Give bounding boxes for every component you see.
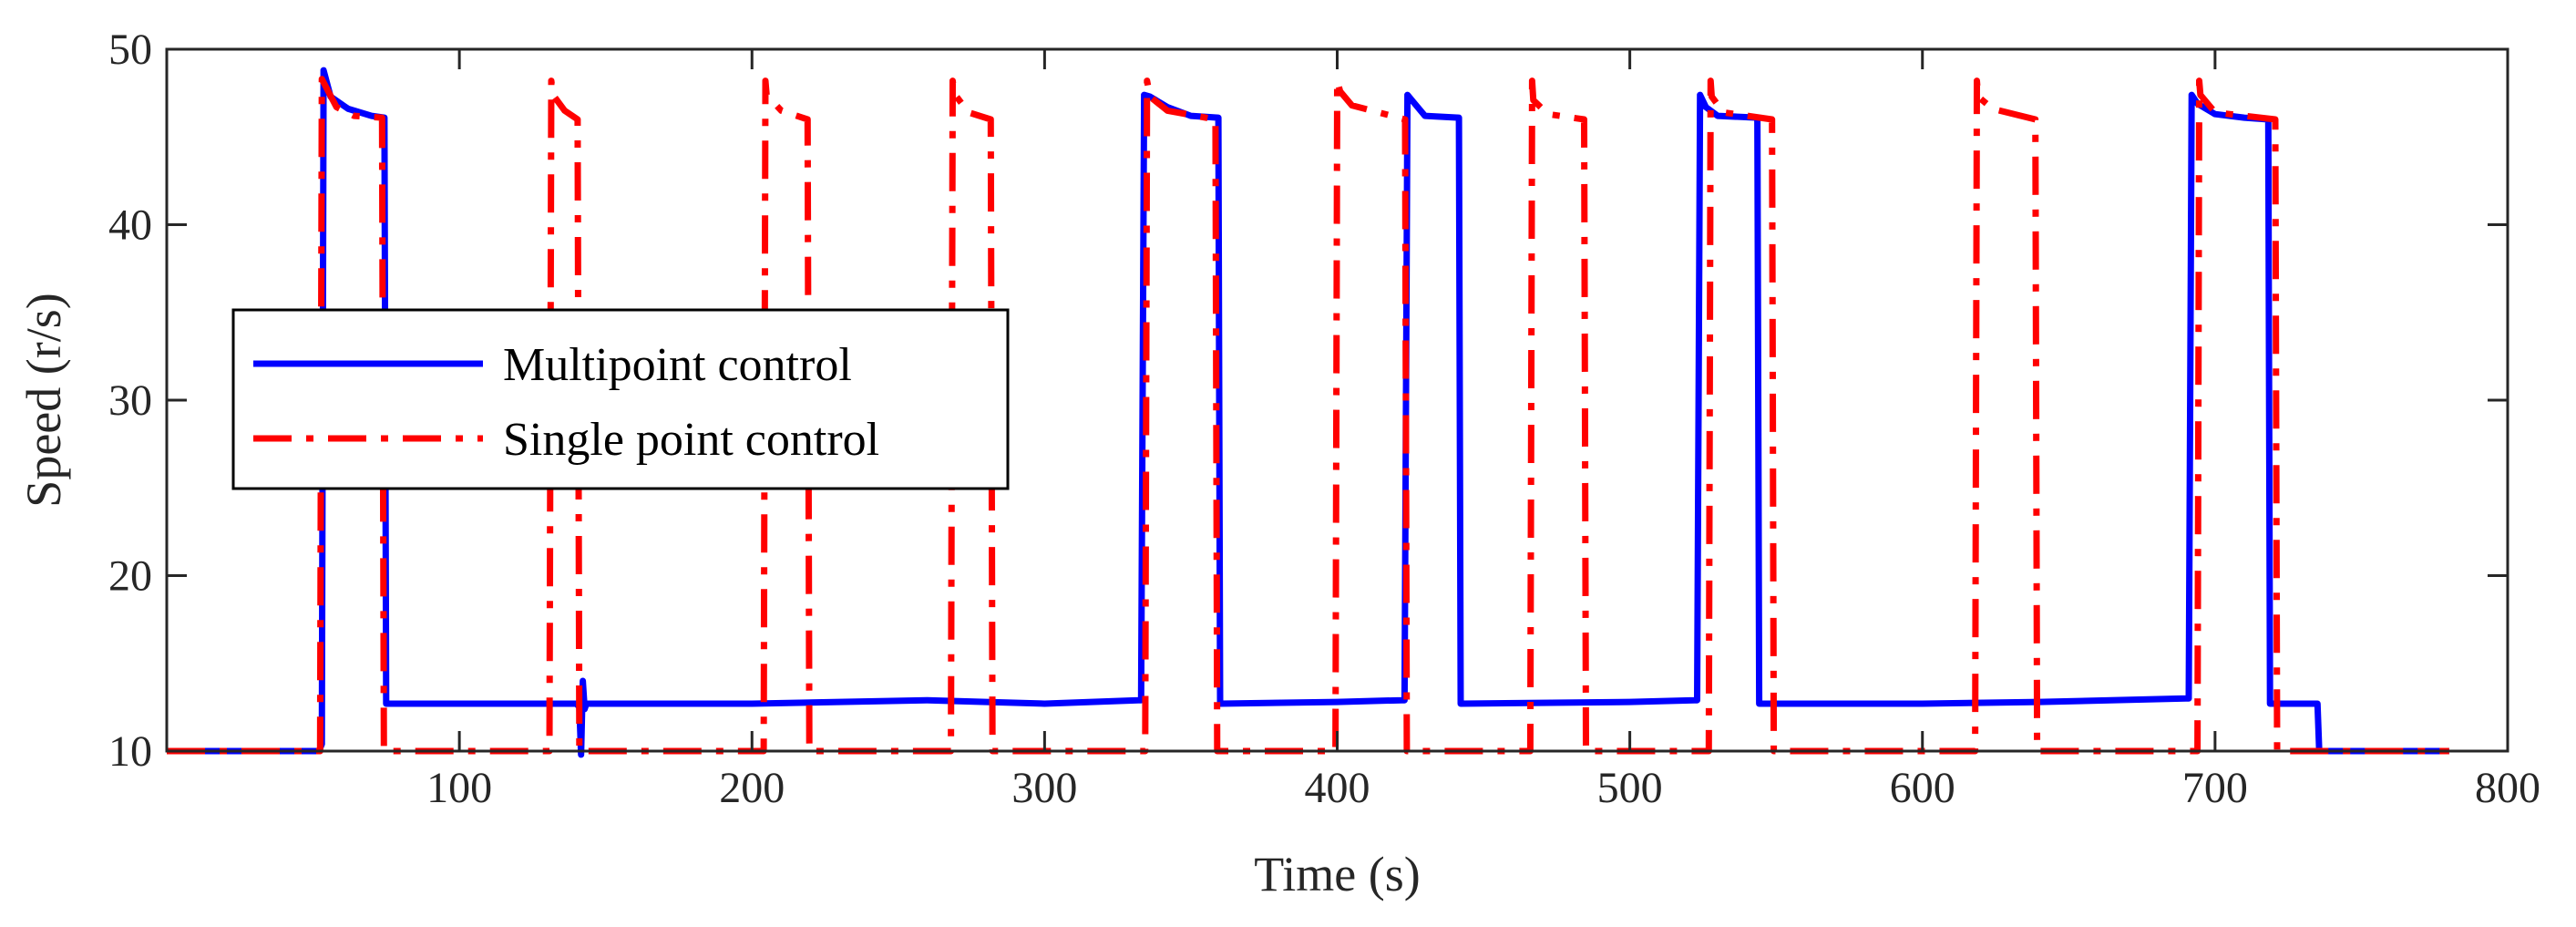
axes-layer: 100 200 300 400 500 600 700 800 10 20 30 40 50: [108, 26, 2540, 812]
y-tick-label: 50: [108, 26, 152, 74]
x-tick-label: 800: [2475, 764, 2540, 812]
y-tick-label: 40: [108, 201, 152, 250]
x-tick-label: 200: [719, 764, 785, 812]
x-tick-label: 100: [426, 764, 492, 812]
x-tick-label: 700: [2182, 764, 2248, 812]
x-tick-label: 400: [1305, 764, 1370, 812]
x-tick-label: 500: [1597, 764, 1663, 812]
x-axis-title: Time (s): [1254, 847, 1421, 901]
legend-box: [231, 308, 1010, 490]
series-line-multipoint: [167, 67, 2449, 758]
y-axis-title: Speed (r/s): [16, 293, 71, 507]
x-tick-label: 300: [1011, 764, 1077, 812]
y-tick-label: 10: [108, 727, 152, 776]
legend-label-single-point: Single point control: [503, 414, 879, 466]
x-tick-label: 600: [1890, 764, 1955, 812]
y-tick-label: 30: [108, 376, 152, 425]
legend: Multipoint control Single point control: [231, 308, 1010, 490]
y-tick-label: 20: [108, 552, 152, 601]
legend-label-multipoint: Multipoint control: [503, 339, 852, 391]
